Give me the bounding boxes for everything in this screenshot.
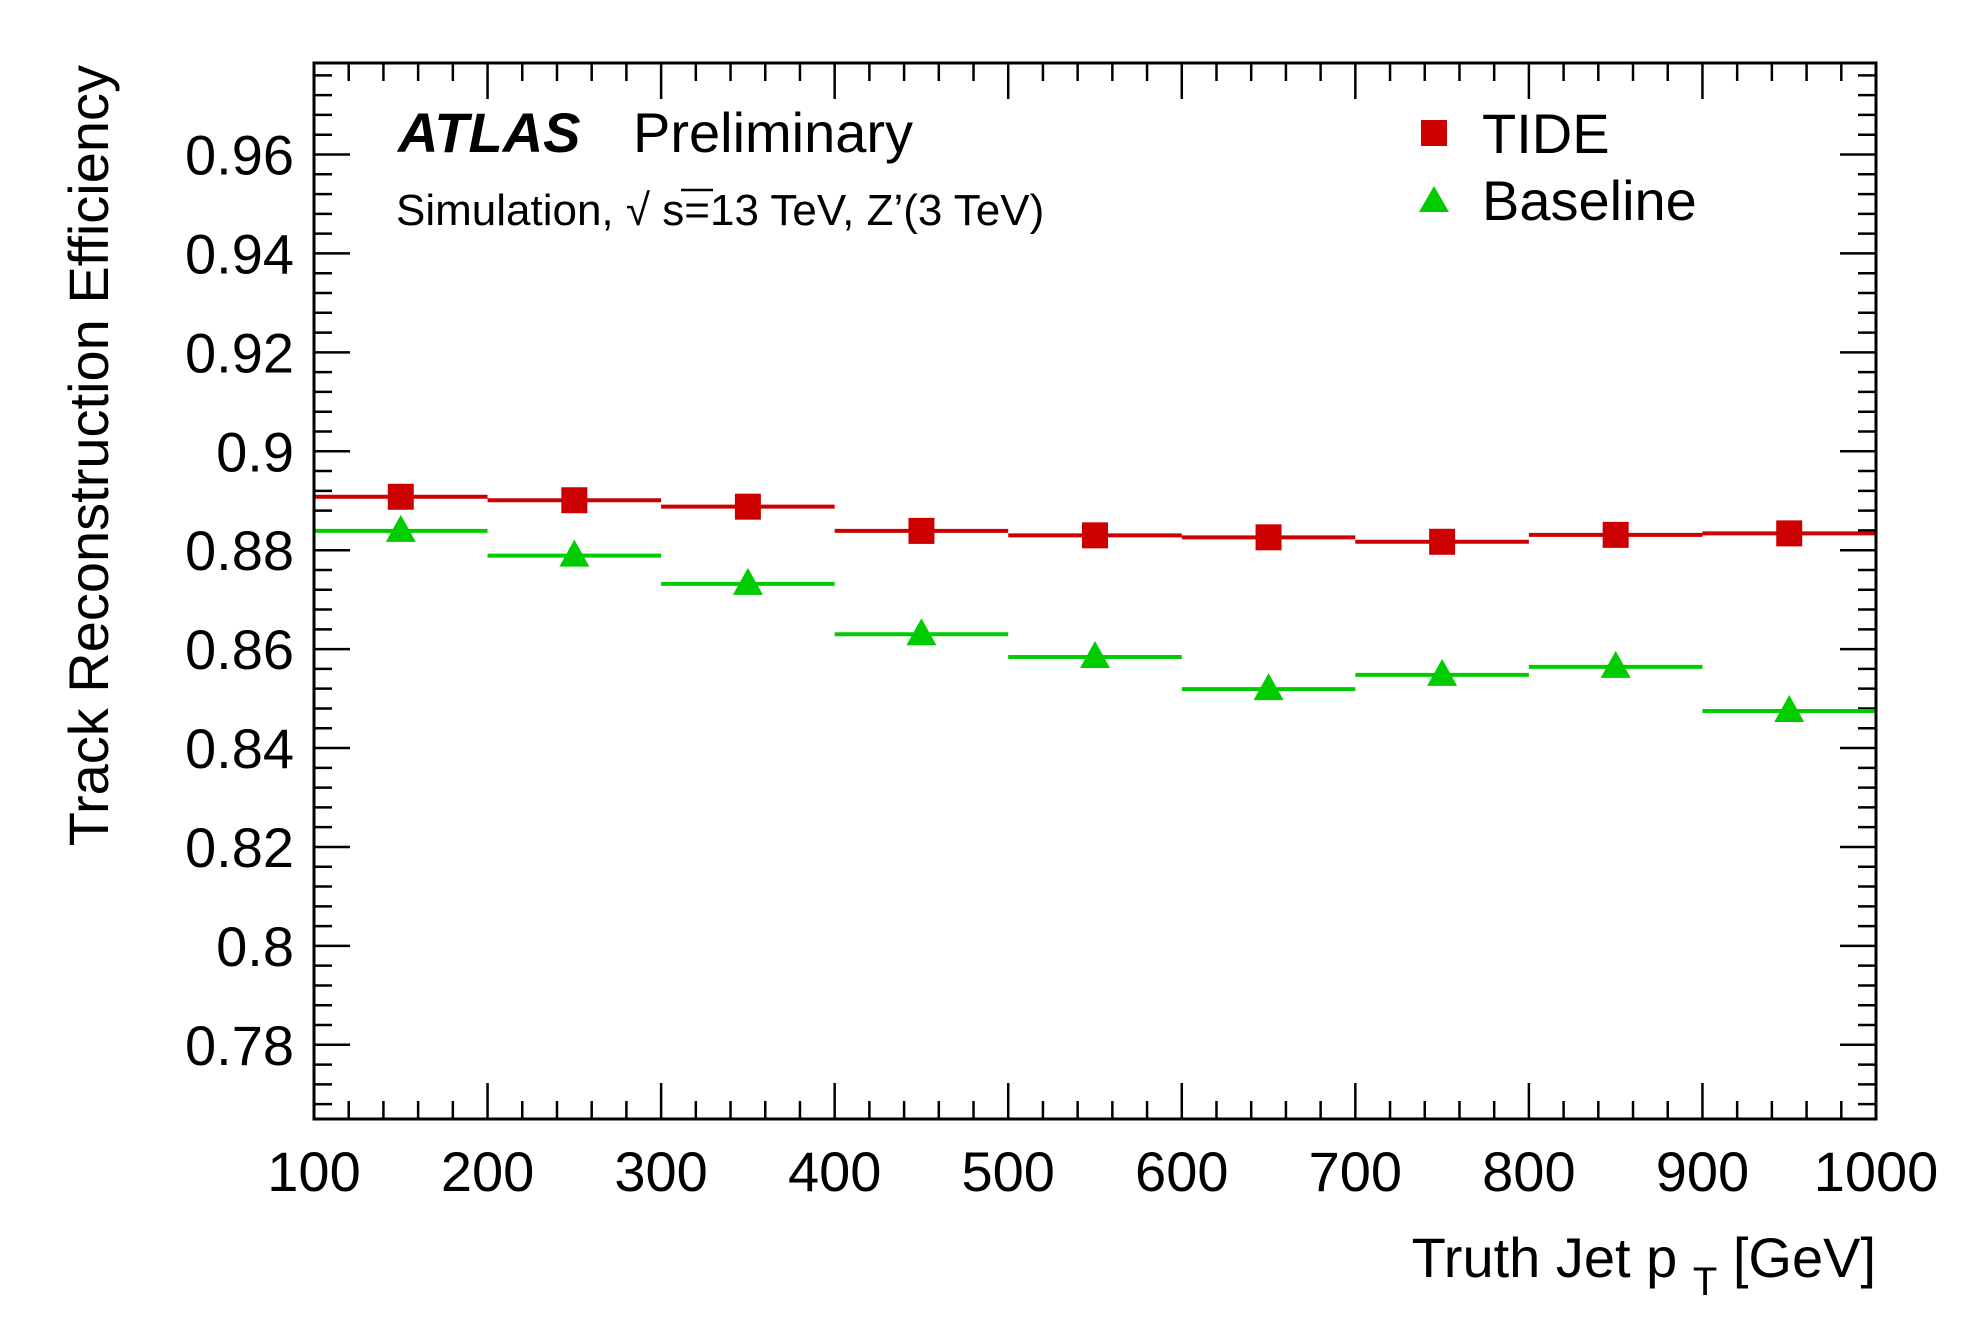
y-tick-label: 0.78 — [185, 1014, 294, 1077]
x-tick-label: 100 — [267, 1140, 360, 1203]
data-point-square — [1255, 524, 1282, 551]
x-tick-label: 200 — [441, 1140, 534, 1203]
legend-label-tide: TIDE — [1482, 102, 1610, 165]
data-point-triangle — [559, 539, 590, 567]
x-tick-label: 1000 — [1814, 1140, 1939, 1203]
data-point-triangle — [732, 567, 763, 595]
x-axis-label-subscript: T — [1693, 1260, 1717, 1304]
data-point-square — [734, 493, 761, 520]
data-point-square — [561, 487, 588, 514]
y-tick-label: 0.94 — [185, 222, 294, 285]
data-point-triangle — [1600, 650, 1631, 678]
y-tick-label: 0.92 — [185, 321, 294, 384]
data-point-triangle — [1427, 658, 1458, 686]
tick-labels: 100 200 300 400 500 600 700 800 900 1000 0.78 0.8 0.… — [185, 124, 1938, 1203]
x-tick-label: 300 — [614, 1140, 707, 1203]
subtitle-prefix: Simulation, — [396, 186, 626, 235]
data-point-square — [1082, 522, 1108, 549]
data-point-square — [908, 517, 935, 544]
x-tick-label: 500 — [962, 1140, 1055, 1203]
y-tick-label: 0.82 — [185, 816, 294, 879]
x-tick-label: 800 — [1482, 1140, 1575, 1203]
legend-marker-tide — [1421, 120, 1447, 146]
y-tick-label: 0.88 — [185, 519, 294, 582]
x-axis-label-unit: [GeV] — [1733, 1226, 1876, 1289]
data-point-triangle — [1253, 673, 1284, 701]
x-tick-label: 400 — [788, 1140, 881, 1203]
sqrt-symbol: √ — [626, 186, 651, 235]
atlas-label: ATLAS — [396, 101, 581, 164]
axis-ticks — [312, 63, 1878, 1119]
data-point-triangle — [1080, 641, 1110, 669]
x-axis-label-main: Truth Jet p — [1412, 1226, 1678, 1289]
x-tick-label: 700 — [1309, 1140, 1402, 1203]
data-point-square — [1602, 521, 1629, 548]
y-axis-label: Track Reconstruction Efficiency — [57, 65, 120, 846]
x-axis-label: Truth Jet p T [GeV] — [1412, 1226, 1876, 1307]
data-point-square — [1776, 520, 1803, 547]
legend: TIDE Baseline — [1419, 102, 1697, 232]
data-point-square — [387, 483, 414, 510]
y-tick-label: 0.8 — [216, 915, 294, 978]
plot-frame — [312, 61, 1878, 1121]
y-tick-label: 0.96 — [185, 124, 294, 187]
y-tick-label: 0.9 — [216, 420, 294, 483]
subtitle-rest: s=13 TeV, Z’(3 TeV) — [662, 186, 1044, 235]
x-tick-label: 900 — [1656, 1140, 1749, 1203]
x-tick-label: 600 — [1135, 1140, 1228, 1203]
y-tick-label: 0.84 — [185, 717, 294, 780]
legend-label-baseline: Baseline — [1482, 169, 1697, 232]
data-markers — [385, 483, 1805, 722]
data-point-triangle — [906, 618, 937, 646]
data-point-triangle — [1774, 694, 1805, 722]
legend-marker-baseline — [1419, 186, 1449, 212]
data-point-square — [1429, 528, 1456, 555]
preliminary-label: Preliminary — [633, 101, 913, 164]
y-tick-label: 0.86 — [185, 618, 294, 681]
simulation-subtitle: Simulation, √ s=13 TeV, Z’(3 TeV) — [396, 186, 1044, 235]
data-point-triangle — [385, 514, 416, 542]
